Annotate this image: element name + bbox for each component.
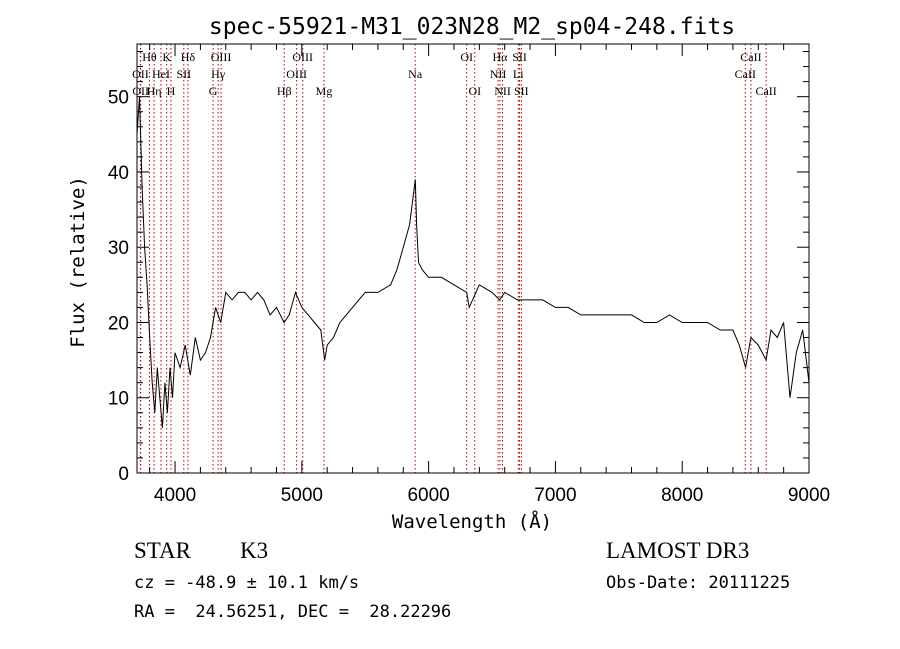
line-label-24: SII — [514, 84, 529, 98]
line-label-26: CaII — [740, 50, 761, 64]
line-label-16: Na — [408, 67, 423, 81]
line-label-19: NII — [490, 67, 507, 81]
line-label-9: G — [209, 84, 218, 98]
x-axis-label: Wavelength (Å) — [392, 510, 552, 533]
y-tick-label-0: 0 — [118, 464, 129, 485]
x-tick-label-4: 8000 — [661, 485, 703, 506]
y-tick-label-4: 40 — [108, 163, 129, 184]
line-label-4: HeI — [152, 67, 170, 81]
coordinates: RA = 24.56251, DEC = 28.22296 — [134, 602, 452, 622]
plot-frame — [136, 43, 810, 474]
line-label-2: Hθ — [142, 50, 157, 64]
observation-date: Obs-Date: 20111225 — [606, 573, 791, 593]
y-axis-label: Flux (relative) — [67, 176, 89, 348]
line-label-12: Hβ — [277, 84, 292, 98]
line-label-20: Hα — [493, 50, 509, 64]
line-label-6: H — [167, 84, 176, 98]
line-label-13: OIII — [286, 67, 307, 81]
line-label-0: OII — [132, 67, 149, 81]
object-subclass: K3 — [240, 538, 269, 563]
x-tick-label-3: 7000 — [534, 485, 576, 506]
line-label-10: Hγ — [211, 67, 226, 81]
x-tick-label-2: 6000 — [407, 485, 449, 506]
line-label-8: Hδ — [181, 50, 196, 64]
x-tick-label-0: 4000 — [154, 485, 196, 506]
line-label-11: OIII — [211, 50, 232, 64]
line-label-25: CaII — [735, 67, 756, 81]
x-tick-label-5: 9000 — [788, 485, 830, 506]
spectral-line-markers — [139, 44, 767, 473]
spectral-line-labels: OIIOIIHθHηHeIKHSIIHδGHγOIIIHβOIIIOIIIMgN… — [132, 50, 777, 98]
x-tick-labels: 4000 5000 6000 7000 8000 9000 — [154, 485, 830, 506]
survey-name: LAMOST DR3 — [606, 538, 750, 563]
line-label-7: SII — [176, 67, 191, 81]
axis-ticks — [137, 44, 810, 474]
y-tick-label-3: 30 — [108, 238, 129, 259]
line-label-3: Hη — [147, 84, 162, 98]
line-label-23: SII — [512, 50, 527, 64]
flux-series-line — [136, 96, 810, 428]
line-label-27: CaII — [755, 84, 776, 98]
y-tick-label-1: 10 — [108, 389, 129, 410]
object-class: STAR — [134, 538, 191, 563]
redshift-velocity: cz = -48.9 ± 10.1 km/s — [134, 573, 360, 593]
x-tick-label-1: 5000 — [281, 485, 323, 506]
line-label-14: OIII — [292, 50, 313, 64]
line-label-5: K — [162, 50, 171, 64]
y-tick-labels: 0 10 20 30 40 50 — [108, 88, 129, 485]
line-label-22: Li — [513, 67, 524, 81]
chart-title: spec-55921-M31_023N28_M2_sp04-248.fits — [209, 14, 735, 40]
y-tick-label-2: 20 — [108, 313, 129, 334]
y-tick-label-5: 50 — [108, 88, 129, 109]
line-label-17: OI — [460, 50, 473, 64]
line-label-15: Mg — [316, 84, 333, 98]
line-label-18: OI — [468, 84, 481, 98]
line-label-21: NII — [494, 84, 511, 98]
